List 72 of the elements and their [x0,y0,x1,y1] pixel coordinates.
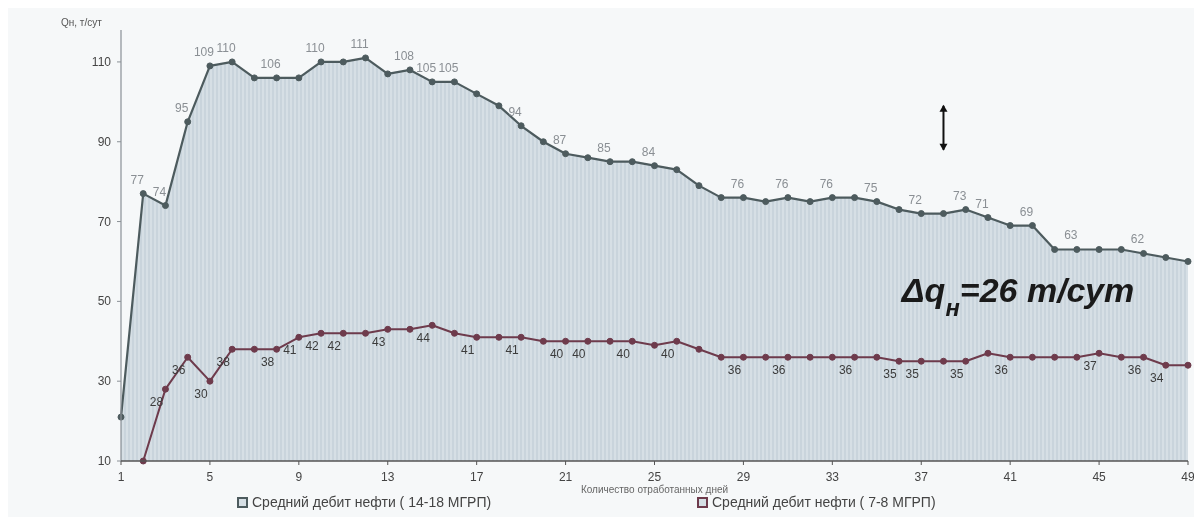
data-label: 87 [552,132,567,147]
x-tick-label: 1 [117,470,125,484]
y-tick-label: 30 [97,374,112,389]
x-tick-label: 21 [558,470,573,484]
x-tick-label: 41 [1003,470,1018,484]
data-label: 36 [772,363,786,378]
data-label: 71 [975,196,989,211]
data-label: 40 [549,347,564,362]
data-label: 69 [1019,204,1034,219]
data-label: 40 [616,347,631,362]
data-label: 109 [193,44,215,59]
data-label: 94 [508,104,523,119]
y-tick-label: 10 [97,454,112,468]
data-label: 40 [661,347,675,362]
data-label: 72 [908,192,923,207]
data-label: 40 [572,347,586,362]
y-axis-title: Qн, т/сут [61,17,103,28]
x-tick-label: 5 [206,470,214,484]
data-label: 74 [152,184,167,199]
x-tick-label: 49 [1181,470,1195,484]
x-tick-label: 45 [1092,470,1107,484]
legend-label: Средний дебит нефти ( 7-8 МГРП) [712,494,936,510]
data-label: 77 [130,172,145,187]
x-tick-label: 9 [295,470,303,484]
y-tick-label: 110 [91,54,112,69]
data-label: 62 [1130,232,1145,247]
data-label: 108 [393,48,415,63]
x-tick-label: 25 [647,470,662,484]
y-tick-label: 50 [97,294,112,309]
data-label: 76 [819,176,834,191]
x-tick-label: 37 [914,470,929,484]
x-tick-label: 13 [381,470,395,484]
data-label: 76 [775,176,789,191]
y-tick-label: 90 [97,134,112,149]
annotation: Δq$_{н}$=26 т/сут [899,270,1135,321]
data-label: 105 [438,60,459,75]
data-label: 63 [1064,228,1078,243]
data-label: 95 [175,100,189,115]
data-label: 35 [883,367,898,382]
data-label: 111 [350,36,369,51]
data-label: 34 [1150,371,1164,386]
data-label: 36 [994,363,1009,378]
data-label: 73 [953,188,967,203]
data-label: 76 [730,176,745,191]
data-label: 36 [727,363,742,378]
data-label: 84 [641,144,656,159]
data-label: 105 [416,60,437,75]
x-axis-title: Количество отработанных дней [580,484,729,495]
data-label: 37 [1083,359,1098,374]
data-label: 30 [194,387,208,402]
data-label: 38 [260,355,275,370]
data-label: 41 [283,343,297,358]
data-label: 41 [505,343,520,358]
data-label: 44 [416,331,431,346]
data-label: 41 [460,343,475,358]
data-label: 36 [838,363,853,378]
data-label: 106 [260,56,281,71]
data-label: 42 [327,339,342,354]
legend-label: Средний дебит нефти ( 14-18 МГРП) [252,494,492,510]
x-tick-label: 33 [825,470,840,484]
data-label: 85 [597,140,612,155]
data-label: 42 [305,339,320,354]
x-tick-label: 17 [469,470,484,484]
y-tick-label: 70 [97,214,112,229]
x-tick-label: 29 [736,470,751,484]
data-label: 35 [950,367,964,382]
data-label: 110 [305,40,325,55]
data-label: 43 [372,335,386,350]
data-label: 35 [905,367,920,382]
data-label: 75 [864,180,878,195]
data-label: 36 [1127,363,1142,378]
data-label: 110 [216,40,237,55]
